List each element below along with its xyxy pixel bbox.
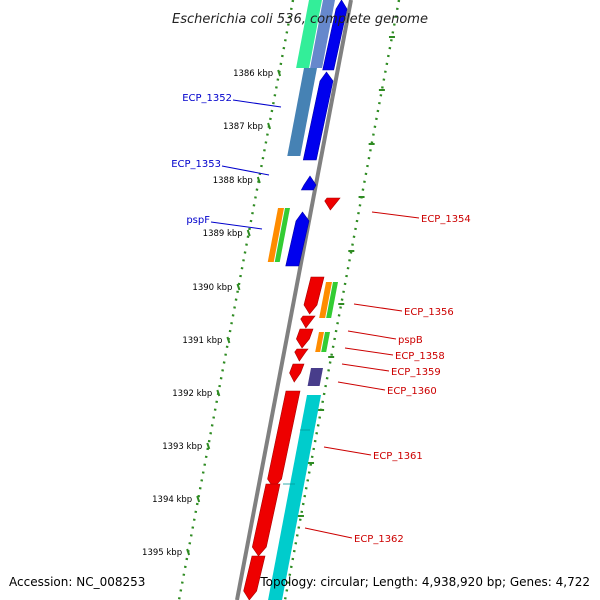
accession-text: Accession: NC_008253: [9, 575, 145, 589]
label-leader-line: [323, 446, 372, 456]
gene-label-right: ECP_1358: [395, 351, 445, 362]
position-tick-label: 1386 kbp: [233, 69, 273, 79]
reverse-cds-arrow: [267, 390, 301, 489]
forward-cds-arrow: [300, 175, 317, 191]
position-tick-label: 1390 kbp: [192, 283, 232, 293]
gene-label-right: ECP_1360: [387, 386, 437, 397]
track-segment-mint: [296, 0, 322, 68]
reverse-cds-arrow: [296, 328, 314, 349]
inner-tick-mark: [246, 229, 251, 237]
label-leader-line: [341, 363, 390, 372]
label-leader-line: [344, 347, 394, 356]
track-segment-blue-pale: [310, 0, 335, 68]
gene-label-left: pspF: [186, 215, 210, 226]
inner-tick-ring: [177, 0, 295, 600]
position-tick-label: 1392 kbp: [172, 389, 212, 399]
reverse-cds-arrow: [289, 363, 305, 383]
position-tick-label: 1389 kbp: [203, 229, 243, 239]
inner-tick-mark: [216, 389, 221, 397]
genome-backbone: [235, 0, 353, 600]
track-segment-cyan: [268, 395, 321, 600]
reverse-cds-arrow: [303, 276, 325, 315]
label-leader-line: [210, 221, 263, 230]
label-leader-line: [304, 527, 353, 539]
position-tick-label: 1391 kbp: [182, 336, 222, 346]
position-tick-label: 1388 kbp: [213, 176, 253, 186]
position-tick-label: 1394 kbp: [152, 495, 192, 505]
label-leader-line: [221, 165, 270, 176]
reverse-cds-arrow: [294, 348, 309, 362]
gene-label-left: ECP_1353: [171, 159, 221, 170]
position-tick-label: 1393 kbp: [162, 442, 202, 452]
cog-bar-orange: [267, 208, 284, 262]
cog-bar-green: [321, 332, 330, 352]
gene-label-right: ECP_1361: [373, 451, 423, 462]
gene-label-right: pspB: [398, 335, 423, 346]
forward-cds-arrow: [322, 0, 348, 71]
label-leader-line: [347, 330, 397, 340]
forward-cds-arrow: [302, 71, 334, 161]
track-layer: [176, 0, 401, 600]
outer-tick-ring: [283, 0, 401, 600]
label-leader-line: [371, 211, 420, 219]
gene-label-right: ECP_1359: [391, 367, 441, 378]
label-leader-line: [353, 303, 403, 312]
cog-bar-orange: [315, 332, 324, 352]
feature-layer: [243, 0, 348, 600]
reverse-cds-arrow: [243, 555, 266, 600]
gene-label-left: ECP_1352: [182, 93, 232, 104]
gene-label-right: ECP_1354: [421, 214, 471, 225]
inner-tick-mark: [186, 548, 191, 556]
cog-bar-green: [274, 208, 290, 262]
label-leader-line: [337, 381, 386, 391]
inner-tick-mark: [236, 283, 241, 291]
track-segment-slate: [307, 368, 323, 386]
inner-tick-mark: [196, 495, 201, 503]
cog-bar-green: [326, 282, 338, 318]
cog-bar-orange: [319, 282, 332, 318]
gene-label-right: ECP_1356: [404, 307, 454, 318]
inner-tick-mark: [267, 122, 272, 130]
map-title: Escherichia coli 536, complete genome: [172, 12, 428, 27]
inner-tick-mark: [277, 69, 282, 77]
position-tick-label: 1395 kbp: [142, 548, 182, 558]
forward-cds-arrow: [285, 211, 310, 267]
inner-tick-mark: [256, 176, 261, 184]
topology-text: Topology: circular; Length: 4,938,920 bp…: [259, 575, 590, 589]
gene-label-right: ECP_1362: [354, 534, 404, 545]
inner-tick-mark: [206, 442, 211, 450]
label-leader-line: [232, 99, 282, 108]
reverse-cds-arrow: [251, 483, 281, 557]
track-segment-steelblue: [287, 68, 317, 156]
reverse-cds-arrow: [324, 197, 341, 211]
inner-tick-mark: [226, 336, 231, 344]
map-background-band: [176, 0, 378, 600]
position-tick-label: 1387 kbp: [223, 122, 263, 132]
reverse-cds-arrow: [300, 315, 316, 329]
label-layer: 1386 kbp 1387 kbp 1388 kbp 1389 kbp 1390 kbp…: [142, 69, 471, 558]
